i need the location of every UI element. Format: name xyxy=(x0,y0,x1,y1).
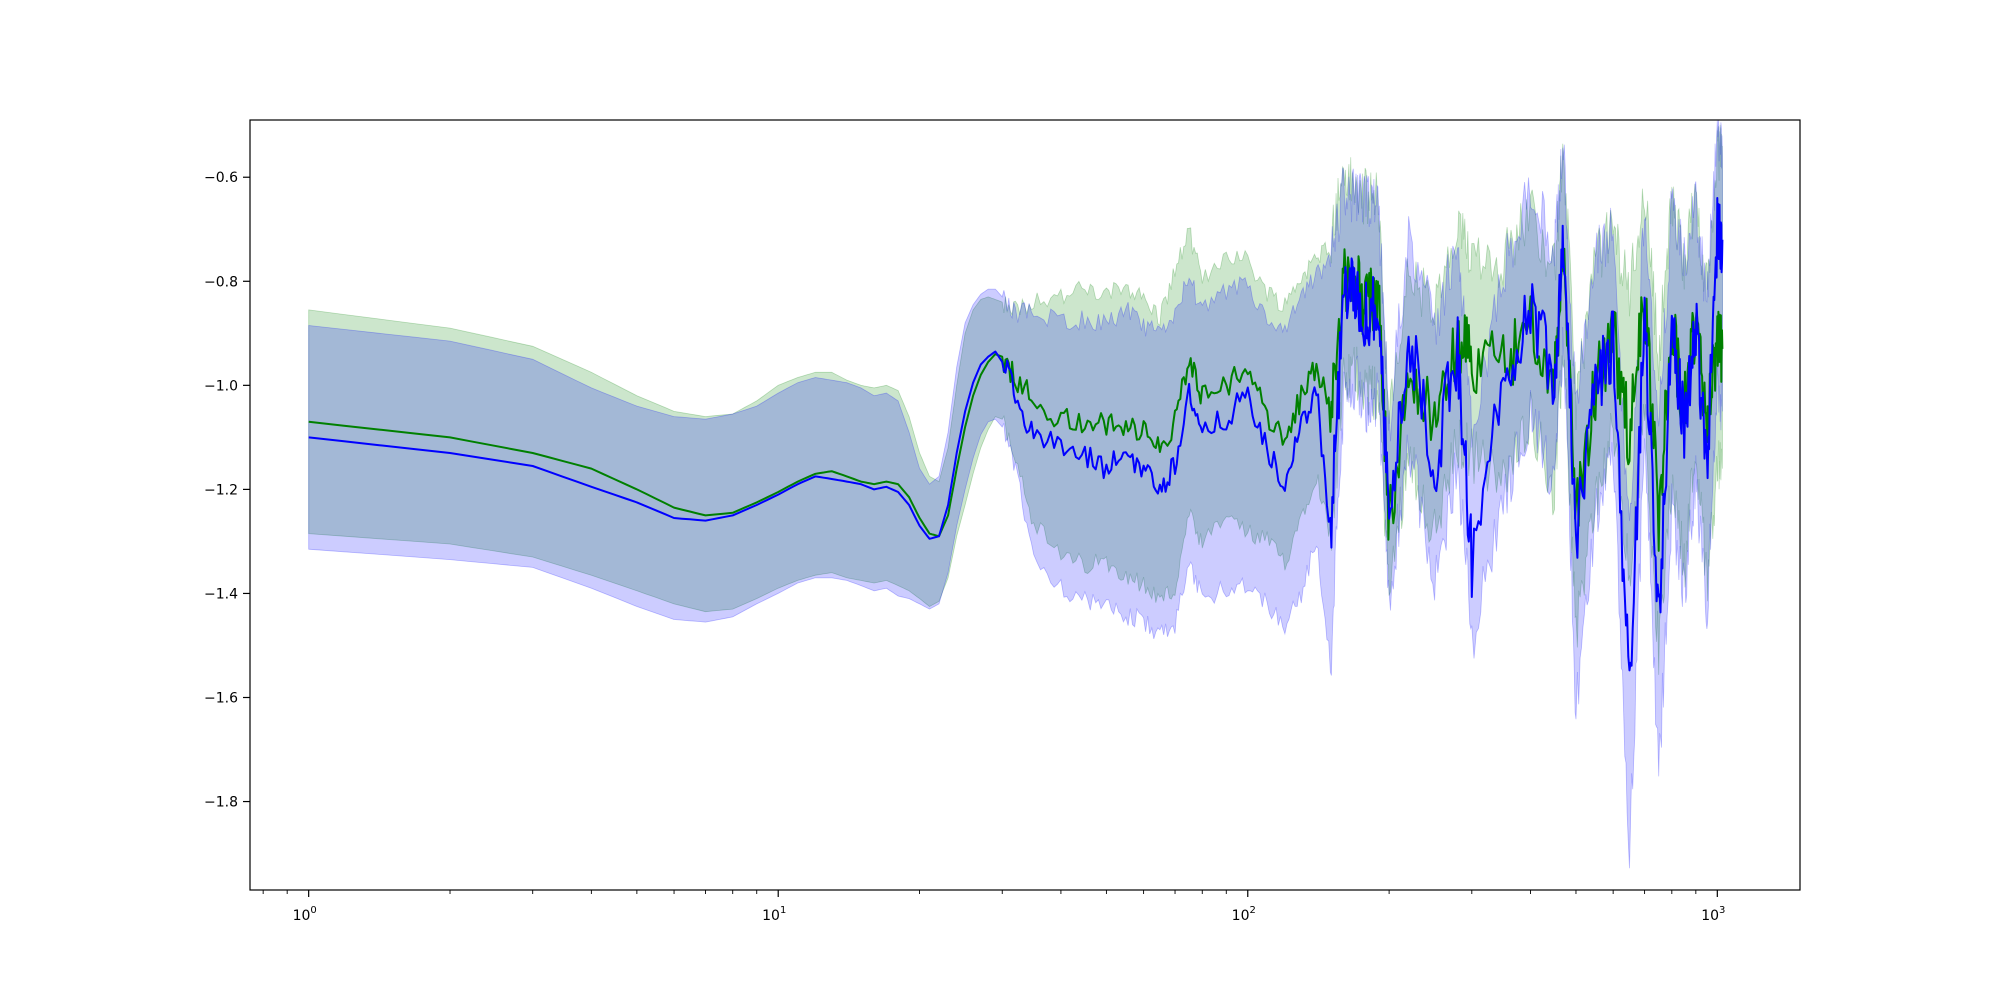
y-tick-label: −0.8 xyxy=(204,274,238,290)
y-tick-label: −1.2 xyxy=(204,482,238,498)
series-1-line xyxy=(308,197,1724,672)
y-tick-label: −1.0 xyxy=(204,378,238,394)
y-tick-label: −1.4 xyxy=(204,586,238,602)
axes-frame xyxy=(249,119,1801,891)
x-tick-label: 100 xyxy=(293,905,317,924)
plot-area xyxy=(308,120,1724,869)
y-axis: −0.6 −0.8 −1.0 −1.2 −1.4 −1.6 −1.8 xyxy=(204,170,250,811)
x-tick-label: 101 xyxy=(762,905,786,924)
y-tick-label: −0.6 xyxy=(204,170,238,186)
y-tick-label: −1.8 xyxy=(204,795,238,811)
x-axis: 100 101 102 103 xyxy=(262,890,1725,924)
x-tick-label: 102 xyxy=(1232,905,1256,924)
y-tick-label: −1.6 xyxy=(204,691,238,707)
x-tick-label: 103 xyxy=(1701,905,1725,924)
